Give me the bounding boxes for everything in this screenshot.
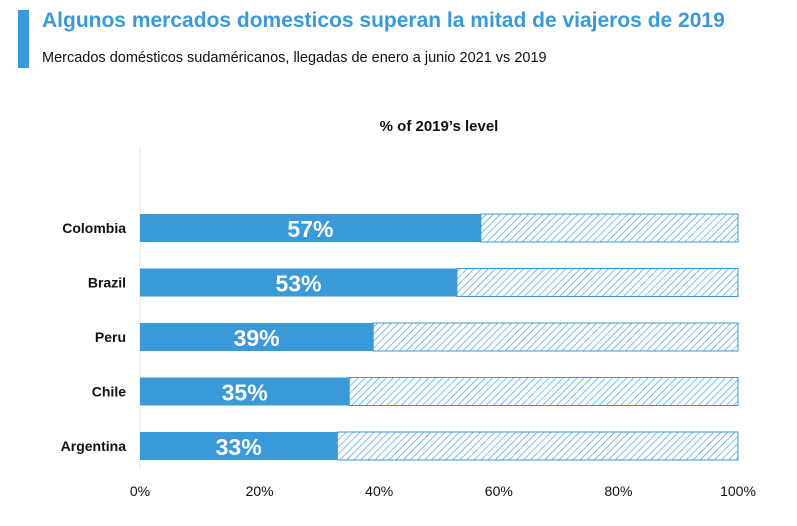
page-subtitle: Mercados domésticos sudaméricanos, llega… — [42, 50, 547, 66]
bar-remainder-argentina — [336, 431, 739, 461]
bar-remainder-chile — [348, 377, 739, 406]
bar-argentina — [140, 432, 338, 460]
x-tick-label: 60% — [485, 483, 513, 499]
data-label: 33% — [216, 434, 262, 460]
category-label: Peru — [95, 329, 126, 345]
data-label: 53% — [275, 271, 321, 297]
category-label: Brazil — [88, 275, 126, 291]
data-label: 35% — [222, 380, 268, 406]
bar-peru — [140, 323, 374, 351]
bar-colombia — [140, 214, 481, 242]
x-tick-label: 100% — [720, 483, 756, 499]
x-tick-label: 40% — [365, 483, 393, 499]
bar-brazil — [140, 268, 457, 297]
x-tick-label: 80% — [604, 483, 632, 499]
category-label: Chile — [92, 384, 126, 400]
data-label: 57% — [287, 216, 333, 242]
page-title: Algunos mercados domesticos superan la m… — [42, 9, 725, 32]
bar-chile — [140, 377, 350, 406]
x-tick-label: 0% — [130, 483, 150, 499]
bar-remainder-brazil — [456, 268, 739, 297]
bar-remainder-peru — [372, 322, 739, 352]
category-label: Colombia — [62, 220, 126, 236]
bar-remainder-colombia — [480, 213, 739, 243]
category-label: Argentina — [61, 438, 127, 454]
title-accent-bar — [18, 10, 29, 68]
data-label: 39% — [234, 325, 280, 351]
chart-title: % of 2019’s level — [379, 118, 499, 135]
x-tick-label: 20% — [246, 483, 274, 499]
